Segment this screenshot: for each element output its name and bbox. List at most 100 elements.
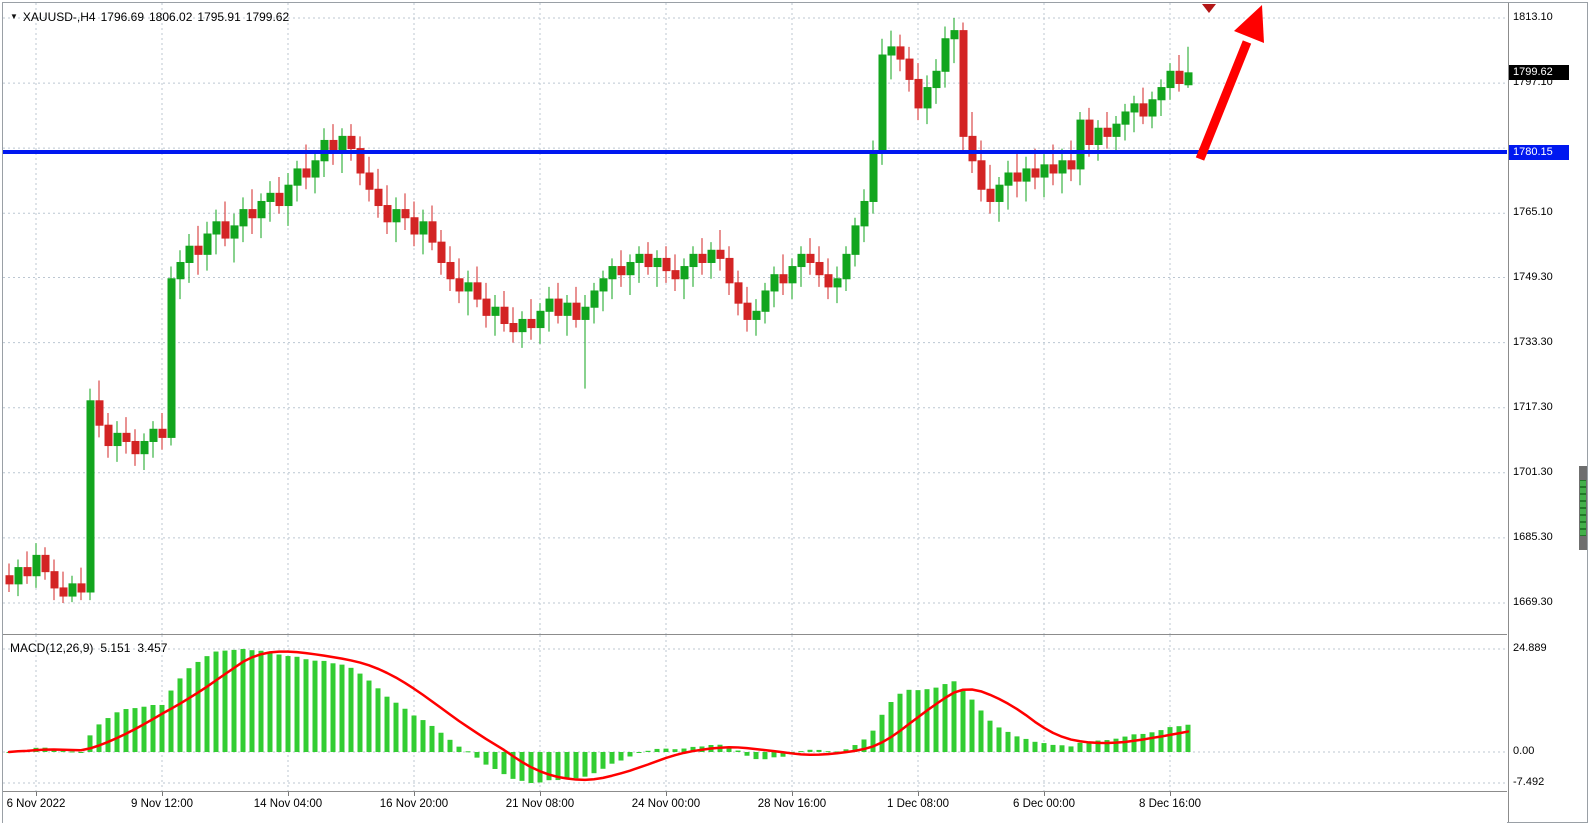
time-axis-tick [918,792,919,796]
candle-body [644,253,653,268]
candle-body [185,245,194,263]
macd-histogram-bar [564,752,570,779]
macd-histogram-bar [303,659,309,752]
macd-histogram-bar [96,724,102,752]
candle-body [1022,168,1031,182]
time-axis-tick [792,792,793,796]
candle-body [842,253,851,280]
candle-body [194,245,203,255]
time-axis-label: 1 Dec 08:00 [886,798,949,810]
macd-histogram-bar [501,752,507,775]
macd-histogram-bar [1068,746,1074,752]
candle-body [797,253,806,268]
macd-histogram-bar [294,656,300,752]
symbol-dropdown-icon[interactable]: ▼ [10,12,18,21]
trend-arrow-head[interactable] [1234,5,1264,43]
candle-body [437,241,446,263]
macd-histogram-bar [897,693,903,752]
macd-histogram-bar [1005,731,1011,752]
ohlc-open-value: 1796.69 [100,10,144,24]
candle-body [779,274,788,284]
time-axis[interactable]: 6 Nov 2022 9 Nov 12:00 14 Nov 04:00 16 Nov … [3,791,1507,823]
trend-arrow[interactable] [1195,5,1264,161]
macd-histogram-bar [816,749,822,752]
candle-body [896,46,905,60]
candle-body [932,70,941,89]
macd-histogram-bar [600,752,606,769]
macd-histogram-bar [663,748,669,752]
macd-histogram-bar [1050,744,1056,752]
macd-histogram [6,648,1191,784]
macd-histogram-bar [222,650,228,752]
candle-body [869,152,878,202]
candle-body [734,282,743,304]
candle-body [509,323,518,333]
candlestick-chart[interactable] [3,3,1507,634]
macd-indicator-pane[interactable]: MACD(12,26,9) 5.151 3.457 [3,634,1507,792]
macd-histogram-bar [393,702,399,752]
macd-histogram-bar [1059,745,1065,752]
candle-body [950,30,959,40]
macd-histogram-bar [420,720,426,752]
vertical-scrollbar[interactable] [1579,466,1587,550]
candle-body [302,168,311,178]
macd-histogram-bar [672,749,678,752]
macd-histogram-bar [969,699,975,752]
time-axis-tick [666,792,667,796]
candle-body [1004,172,1013,186]
candle-body [1031,168,1040,178]
macd-histogram-bar [402,708,408,752]
macd-histogram-bar [645,750,651,752]
macd-histogram-bar [141,706,147,752]
candle-body [680,266,689,280]
macd-histogram-bar [438,732,444,752]
candle-body [1157,87,1166,101]
candle-body [1040,164,1049,178]
candle-body [1139,103,1148,117]
candle-body [1049,164,1058,174]
time-axis-tick [1170,792,1171,796]
time-axis-label: 8 Dec 16:00 [1138,798,1201,810]
candle-body [1076,119,1085,170]
macd-histogram-bar [753,752,759,760]
candle-body [626,261,635,276]
candle-body [833,278,842,288]
macd-chart[interactable] [3,635,1507,791]
candle-body [68,583,77,597]
macd-histogram-bar [1041,743,1047,752]
candle-body [743,302,752,320]
candle-body [689,253,698,268]
hline-price-tag[interactable]: 1780.15 [1509,144,1569,160]
price-axis[interactable]: 1813.10 1797.10 1765.10 1749.30 1733.30 1717.… [1508,3,1587,822]
main-price-pane[interactable]: ▼ XAUUSD-,H4 1796.69 1806.02 1795.91 179… [3,3,1507,634]
candle-body [464,282,473,292]
candle-body [554,298,563,316]
macd-histogram-bar [744,752,750,756]
candle-body [1166,70,1175,89]
candle-body [14,567,23,585]
candle-body [527,318,536,329]
candle-body [1175,70,1184,84]
ohlc-low-value: 1795.91 [197,10,241,24]
candle-body [716,249,725,259]
macd-signal-line [7,650,1190,782]
macd-histogram-bar [690,746,696,752]
candle-body [788,266,797,284]
candle-body [914,78,923,109]
macd-histogram-bar [888,702,894,752]
candle-body [707,249,716,263]
macd-histogram-bar [447,739,453,752]
time-axis-label: 21 Nov 08:00 [505,798,575,810]
candle-body [1121,111,1130,125]
candle-body [365,172,374,190]
macd-axis-label: 0.00 [1513,745,1535,757]
macd-label: MACD(12,26,9) [10,641,94,655]
candle-body [671,270,680,280]
trend-arrow-shaft[interactable] [1195,40,1252,161]
macd-histogram-bar [726,746,732,752]
price-axis-label: 1685.30 [1513,530,1553,543]
macd-histogram-bar [636,752,642,753]
price-axis-label: 1749.30 [1513,270,1553,283]
macd-histogram-bar [1077,742,1083,752]
candle-body [977,160,986,190]
